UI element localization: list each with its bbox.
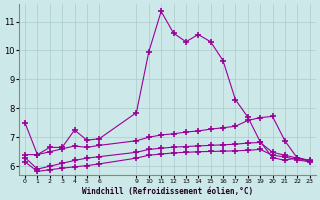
X-axis label: Windchill (Refroidissement éolien,°C): Windchill (Refroidissement éolien,°C) bbox=[82, 187, 253, 196]
